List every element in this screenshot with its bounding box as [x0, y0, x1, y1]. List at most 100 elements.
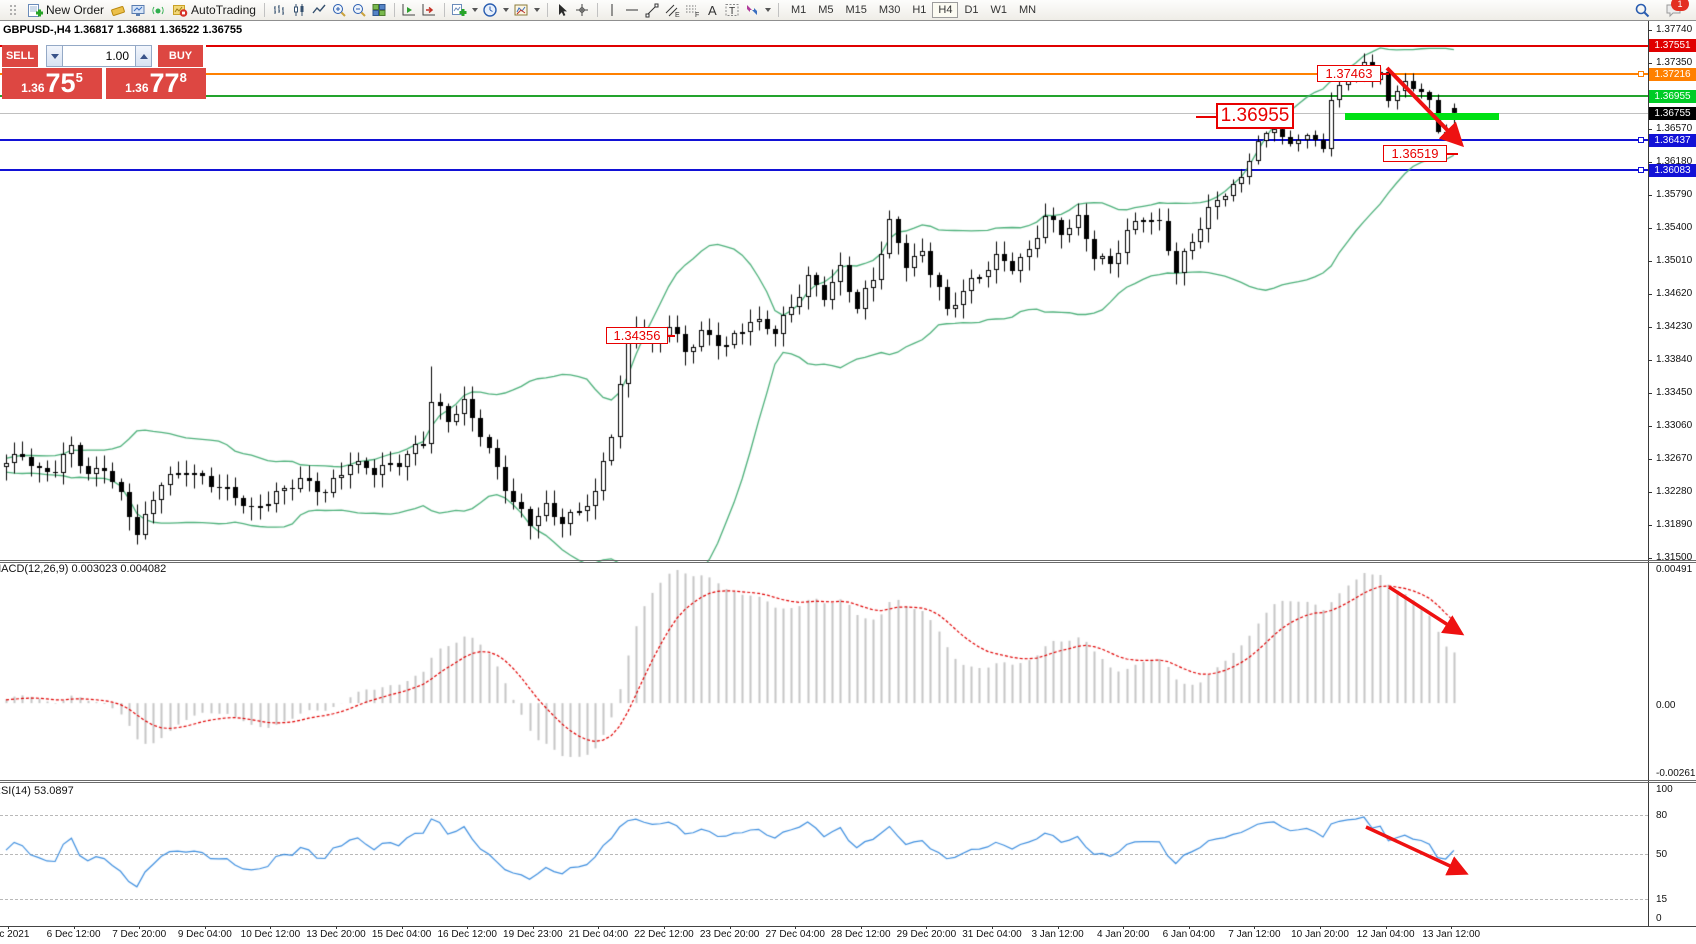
timeframe-button-d1[interactable]: D1 [964, 4, 979, 16]
cursor-icon[interactable] [554, 2, 571, 19]
timeframe-button-m30[interactable]: M30 [878, 4, 901, 16]
y-axis-tick-label: 1.34230 [1656, 321, 1693, 332]
timeframe-button-w1[interactable]: W1 [990, 4, 1008, 16]
rsi-level-label: 0 [1656, 913, 1662, 924]
signals-icon[interactable] [149, 2, 166, 19]
publish-report-icon[interactable] [129, 2, 146, 19]
search-icon[interactable] [1634, 2, 1651, 19]
new-order-button[interactable]: New Order [24, 1, 106, 20]
time-axis-label: 16 Dec 12:00 [437, 929, 497, 940]
y-axis-tick-label: 1.37740 [1656, 24, 1693, 35]
price-badge: 1.36083 [1649, 163, 1696, 177]
periods-caret[interactable] [502, 8, 509, 12]
volume-input[interactable] [63, 45, 135, 67]
annotation-connector [1381, 73, 1389, 75]
macd-panel-canvas[interactable] [0, 562, 1648, 780]
y-axis-tickmark [1648, 63, 1652, 64]
time-axis-tickmark [729, 926, 731, 929]
auto-scroll-icon[interactable] [401, 2, 418, 19]
y-axis-tick-label: 1.32280 [1656, 486, 1693, 497]
timeframe-button-m15[interactable]: M15 [845, 4, 867, 16]
time-axis-label: 7 Jan 12:00 [1228, 929, 1281, 940]
text-label-icon[interactable]: A [704, 2, 721, 19]
timeframe-button-m1[interactable]: M1 [790, 4, 807, 16]
arrow-objects-icon[interactable] [744, 2, 761, 19]
volume-increase-button[interactable] [135, 45, 152, 67]
templates-caret[interactable] [533, 8, 540, 12]
trade-ticket-icon[interactable] [109, 2, 126, 19]
crosshair-icon[interactable] [574, 2, 591, 19]
panel-splitter[interactable] [0, 782, 1696, 783]
new-order-label: New Order [46, 3, 105, 17]
timeframe-button-mn[interactable]: MN [1019, 4, 1037, 16]
timeframe-button-h4[interactable]: H4 [932, 2, 959, 18]
y-axis-tickmark [1648, 327, 1652, 328]
price-annotation[interactable]: 1.34356 [606, 327, 668, 344]
support-zone-band[interactable] [1345, 113, 1499, 120]
bar-chart-icon[interactable] [271, 2, 288, 19]
chart-shift-icon[interactable] [421, 2, 438, 19]
volume-decrease-button[interactable] [46, 45, 63, 67]
rsi-level-label: 100 [1656, 784, 1673, 795]
trade-controls-row: SELL BUY [2, 45, 206, 67]
trendline-icon[interactable] [644, 2, 661, 19]
autotrading-button[interactable]: AutoTrading [169, 1, 258, 20]
toolbar-separator [443, 3, 445, 17]
panel-splitter[interactable] [0, 780, 1696, 781]
time-axis-tickmark [926, 926, 928, 929]
price-annotation[interactable]: 1.37463 [1317, 65, 1381, 82]
sell-price-box[interactable]: 1.36 75 5 [2, 68, 102, 99]
svg-text:A: A [708, 3, 717, 18]
buy-price-box[interactable]: 1.36 77 8 [106, 68, 206, 99]
time-axis-tickmark [467, 926, 469, 929]
add-indicator-icon[interactable] [451, 2, 468, 19]
vertical-line-icon[interactable] [604, 2, 621, 19]
line-handle[interactable] [1638, 137, 1644, 144]
y-axis-tickmark [1648, 492, 1652, 493]
y-axis-tick-label: 1.31500 [1656, 552, 1693, 563]
time-axis-label: 6 Dec 12:00 [46, 929, 101, 940]
periods-clock-icon[interactable] [482, 2, 499, 19]
time-axis-tickmark [73, 926, 75, 929]
time-axis-label: 23 Dec 20:00 [699, 929, 760, 940]
main-toolbar: New Order AutoTrading [0, 0, 1696, 21]
text-box-icon[interactable]: T [724, 2, 741, 19]
sell-button[interactable]: SELL [2, 45, 38, 67]
y-axis-tick-label: 1.31890 [1656, 519, 1693, 530]
panel-splitter[interactable] [0, 560, 1696, 561]
fibonacci-icon[interactable]: F [684, 2, 701, 19]
time-axis-tickmark [1385, 926, 1387, 929]
main-chart-canvas[interactable] [0, 21, 1648, 562]
zoom-out-icon[interactable] [351, 2, 368, 19]
buy-button[interactable]: BUY [158, 45, 203, 67]
line-chart-icon[interactable] [311, 2, 328, 19]
y-axis-tick-label: 1.34620 [1656, 288, 1693, 299]
panel-splitter[interactable] [0, 562, 1696, 563]
tile-windows-icon[interactable] [371, 2, 388, 19]
time-axis-label: 3 Jan 12:00 [1031, 929, 1084, 940]
line-handle[interactable] [1638, 167, 1644, 174]
templates-icon[interactable] [513, 2, 530, 19]
timeframe-button-m5[interactable]: M5 [818, 4, 834, 16]
trade-prices-row: 1.36 75 5 1.36 77 8 [2, 68, 206, 99]
zoom-in-icon[interactable] [331, 2, 348, 19]
rsi-panel-canvas[interactable] [0, 782, 1648, 926]
down-arrow-icon [50, 53, 59, 59]
chart-window: GBPUSD-,H4 1.36817 1.36881 1.36522 1.367… [0, 21, 1696, 944]
equidistant-channel-icon[interactable]: E [664, 2, 681, 19]
rsi-level-label: 15 [1656, 893, 1668, 905]
price-annotation[interactable]: 1.36955 [1216, 103, 1294, 129]
arrow-objects-caret[interactable] [764, 8, 771, 12]
annotation-connector [1447, 153, 1458, 155]
time-axis-tickmark [401, 926, 403, 929]
price-annotation[interactable]: 1.36519 [1383, 145, 1447, 162]
line-handle[interactable] [1638, 71, 1644, 78]
timeframe-button-h1[interactable]: H1 [912, 4, 927, 16]
candlestick-chart-icon[interactable] [291, 2, 308, 19]
add-indicator-caret[interactable] [471, 8, 478, 12]
y-axis-tickmark [1648, 294, 1652, 295]
horizontal-line-icon[interactable] [624, 2, 641, 19]
y-axis-tickmark [1648, 426, 1652, 427]
price-badge: 1.37551 [1649, 39, 1696, 53]
chat-icon[interactable]: 1 [1665, 0, 1689, 19]
